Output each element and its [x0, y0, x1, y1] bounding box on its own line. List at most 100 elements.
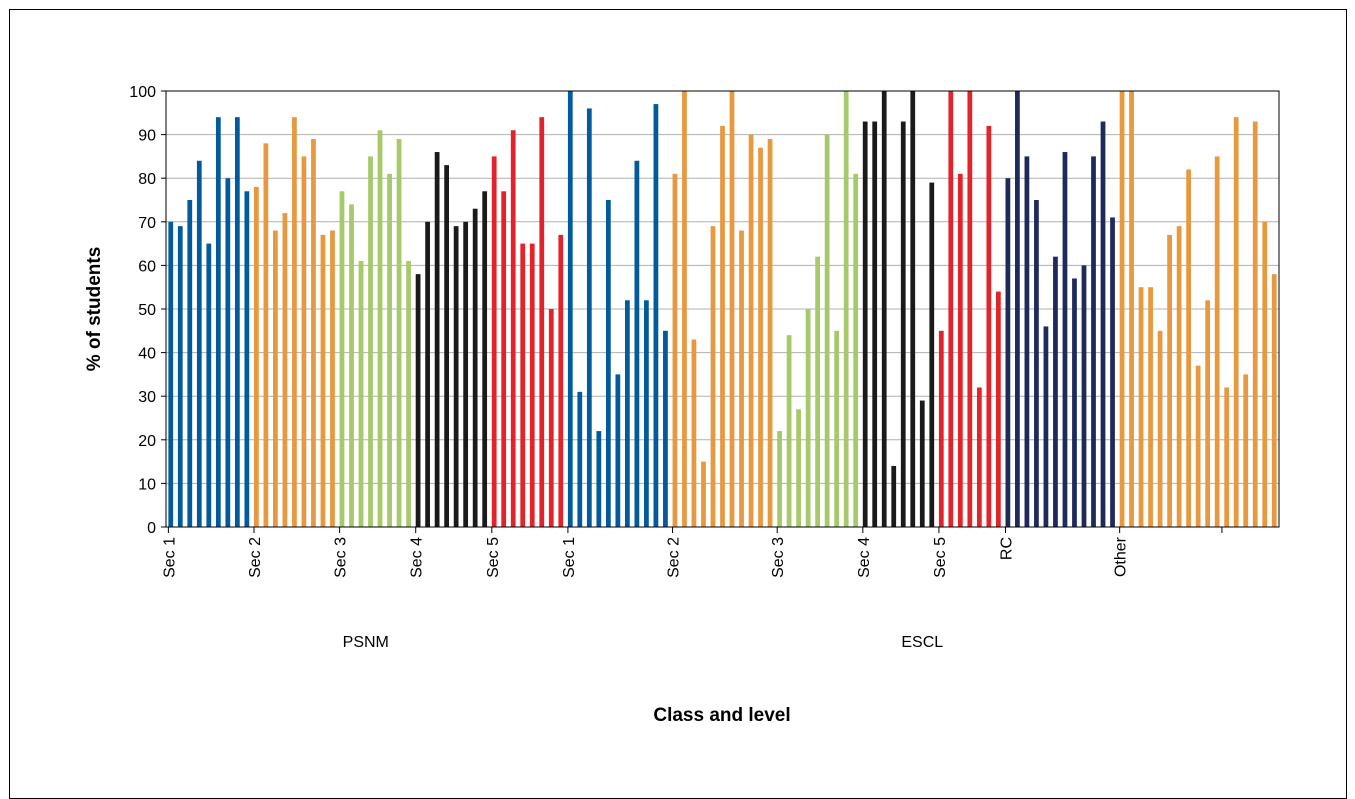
- bar: [1034, 200, 1039, 527]
- bar: [1167, 234, 1172, 527]
- bar: [1148, 287, 1153, 527]
- x-tick-label: Sec 5: [485, 537, 502, 578]
- bar: [377, 130, 383, 528]
- x-tick-label: Sec 3: [770, 537, 787, 578]
- bar: [929, 182, 935, 527]
- bar: [330, 230, 335, 527]
- bar: [1119, 91, 1125, 527]
- bar: [1233, 117, 1239, 527]
- bar: [1091, 156, 1096, 527]
- bar: [349, 204, 354, 528]
- bar: [900, 121, 906, 528]
- bar: [263, 143, 269, 527]
- bar: [644, 300, 649, 527]
- bar: [1205, 300, 1211, 527]
- bar: [273, 230, 278, 527]
- x-tick-label: RC: [999, 537, 1016, 560]
- y-tick-label: 90: [138, 128, 156, 145]
- bar: [739, 230, 744, 527]
- bar: [577, 391, 583, 527]
- x-tick-label: Sec 3: [333, 537, 350, 578]
- bar: [634, 160, 640, 527]
- bar: [1176, 226, 1182, 527]
- bar: [415, 274, 421, 527]
- bar: [957, 173, 963, 527]
- y-axis-title: % of students: [84, 247, 105, 372]
- bar: [1053, 256, 1058, 527]
- bars: [168, 91, 1277, 528]
- x-tick-label: Sec 5: [932, 537, 949, 578]
- bar: [206, 243, 212, 527]
- bar: [843, 91, 849, 527]
- bar: [1100, 121, 1106, 528]
- bar: [777, 431, 782, 527]
- bar: [1262, 221, 1268, 528]
- bar: [368, 156, 373, 527]
- x-tick-labels: Sec 1 Sec 2 Sec 3 Sec 4 Sec 5 Sec 1 Sec 2 Sec 3…: [161, 536, 1129, 578]
- bar: [463, 221, 469, 528]
- x-axis-title: Class and level: [653, 705, 790, 726]
- bar: [815, 256, 821, 527]
- bar: [1224, 387, 1230, 527]
- bar: [672, 173, 678, 527]
- y-tick-label: 50: [138, 302, 156, 319]
- bar: [529, 243, 535, 527]
- bar: [1043, 326, 1049, 527]
- bar: [1081, 265, 1087, 527]
- bar: [234, 117, 240, 527]
- bar: [891, 465, 897, 527]
- bar: [187, 200, 193, 527]
- bar: [396, 138, 402, 527]
- bar: [862, 121, 868, 528]
- bar: [434, 152, 440, 528]
- y-tick-label: 80: [138, 171, 156, 188]
- bar: [748, 134, 754, 527]
- bar: [938, 330, 944, 527]
- bar: [758, 147, 763, 527]
- bar: [520, 243, 526, 527]
- bar: [548, 309, 554, 527]
- bar: [425, 221, 430, 528]
- bar: [406, 261, 411, 527]
- bar: [1072, 278, 1077, 527]
- bar: [1157, 330, 1163, 527]
- bar: [1214, 156, 1220, 527]
- bar: [596, 431, 602, 527]
- bar: [567, 91, 573, 527]
- bar: [872, 121, 878, 528]
- bar: [919, 400, 925, 527]
- bar: [387, 173, 392, 527]
- bar: [253, 186, 259, 528]
- bar: [472, 208, 478, 527]
- x-tick-label: Sec 1: [161, 537, 178, 578]
- bar: [510, 130, 516, 528]
- bar: [539, 117, 545, 527]
- bar: [995, 291, 1001, 527]
- group-label: PSNM: [343, 634, 389, 651]
- x-tick-label: Sec 4: [856, 537, 873, 578]
- bar: [215, 117, 221, 527]
- bar: [1005, 178, 1011, 527]
- bar: [482, 191, 488, 527]
- bar: [1062, 152, 1068, 528]
- y-tick-label: 60: [138, 258, 156, 275]
- group-labels: PSNM ESCL: [343, 634, 944, 651]
- y-tick-label: 10: [138, 476, 156, 493]
- y-tick-label: 0: [147, 520, 156, 537]
- x-tick-label: Other: [1113, 536, 1130, 577]
- bar: [1243, 374, 1249, 527]
- bar: [558, 234, 564, 527]
- bar: [1195, 365, 1201, 527]
- x-tick-label: Sec 1: [561, 537, 578, 578]
- bar: [491, 156, 497, 527]
- bar: [320, 234, 326, 527]
- bar: [767, 138, 773, 527]
- bar: [910, 91, 916, 527]
- bar: [663, 330, 668, 527]
- bar: [177, 226, 183, 527]
- y-tick-label: 100: [129, 84, 156, 101]
- group-label: ESCL: [901, 634, 943, 651]
- bar: [339, 191, 345, 527]
- y-tick-label: 20: [138, 433, 156, 450]
- bar: [168, 221, 174, 528]
